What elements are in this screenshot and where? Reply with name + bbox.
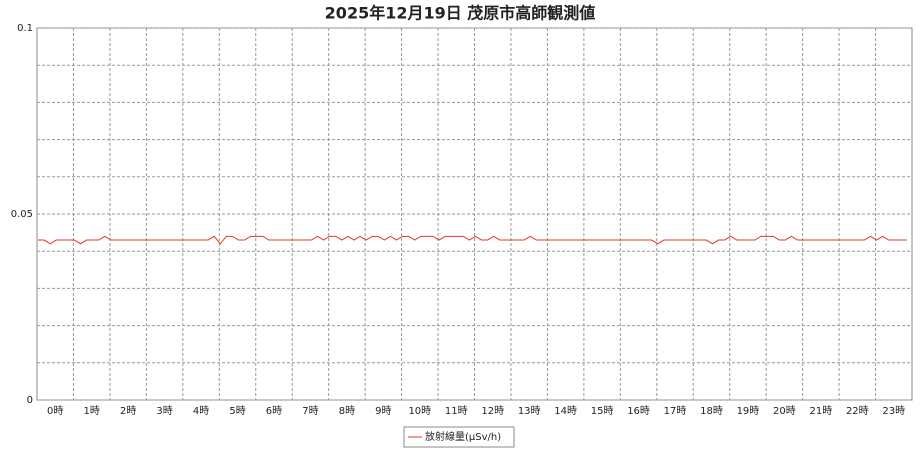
x-tick-label: 10時 xyxy=(408,405,431,417)
x-tick-label: 9時 xyxy=(375,405,391,417)
x-tick-label: 1時 xyxy=(84,405,100,417)
x-tick-label: 11時 xyxy=(445,405,468,417)
x-tick-label: 17時 xyxy=(664,405,687,417)
x-tick-label: 13時 xyxy=(518,405,541,417)
x-tick-label: 18時 xyxy=(700,405,723,417)
x-tick-label: 0時 xyxy=(47,405,63,417)
x-tick-label: 20時 xyxy=(773,405,796,417)
y-tick-label: 0.1 xyxy=(17,23,33,34)
y-tick-label: 0 xyxy=(27,395,33,406)
chart-title: 2025年12月19日 茂原市高師観測値 xyxy=(325,4,596,23)
legend-label: 放射線量(μSv/h) xyxy=(425,430,501,443)
x-tick-label: 19時 xyxy=(737,405,760,417)
x-tick-label: 21時 xyxy=(809,405,832,417)
series-line xyxy=(38,235,907,245)
x-tick-label: 12時 xyxy=(481,405,504,417)
x-tick-label: 23時 xyxy=(882,405,905,417)
x-tick-label: 2時 xyxy=(120,405,136,417)
x-tick-label: 5時 xyxy=(229,405,245,417)
x-tick-label: 4時 xyxy=(193,405,209,417)
x-tick-label: 3時 xyxy=(156,405,172,417)
x-tick-label: 6時 xyxy=(266,405,282,417)
x-tick-label: 22時 xyxy=(846,405,869,417)
x-tick-label: 15時 xyxy=(591,405,614,417)
x-tick-label: 16時 xyxy=(627,405,650,417)
y-tick-label: 0.05 xyxy=(11,209,33,220)
x-tick-label: 14時 xyxy=(554,405,577,417)
x-tick-label: 8時 xyxy=(339,405,355,417)
legend xyxy=(403,426,515,448)
x-tick-label: 7時 xyxy=(302,405,318,417)
